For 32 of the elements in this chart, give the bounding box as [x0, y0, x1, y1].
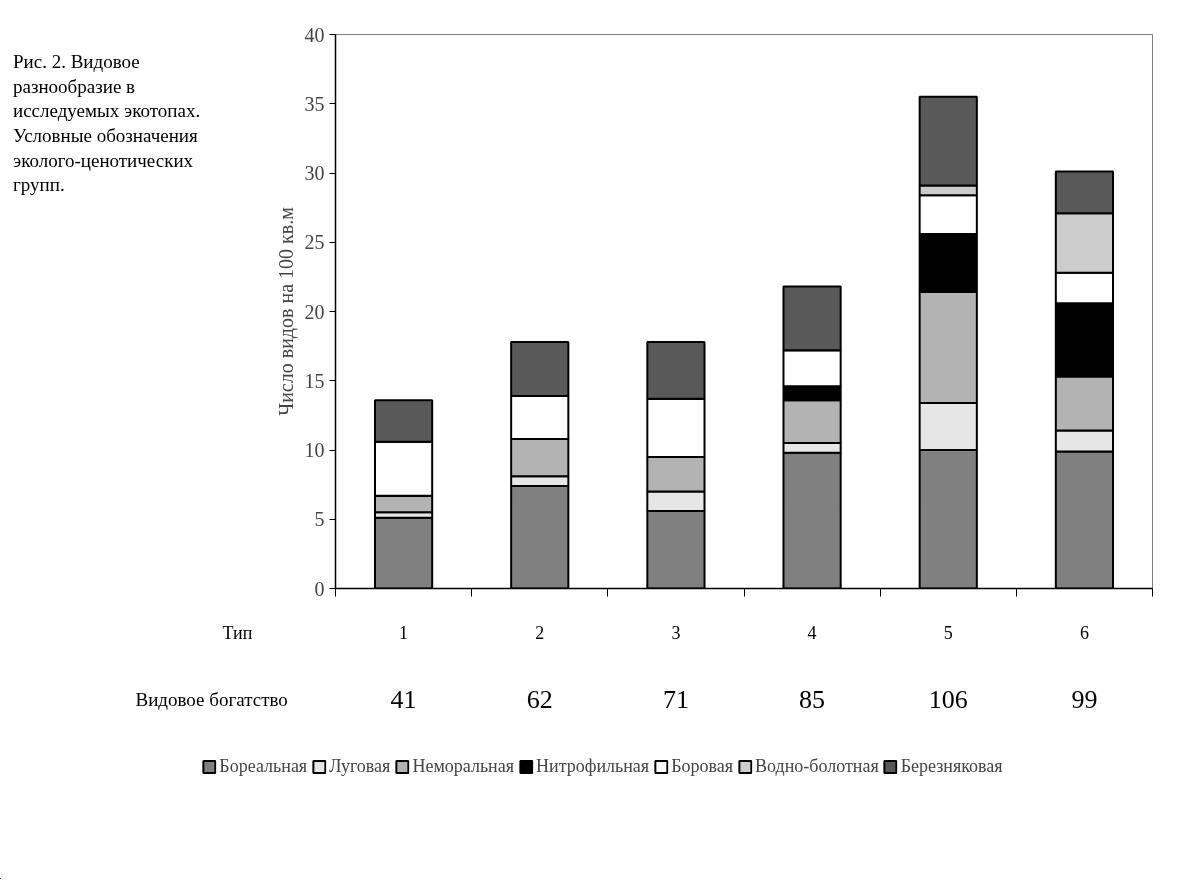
text: 71 — [662, 685, 689, 714]
y-tick-label: 35 — [304, 92, 325, 115]
y-tick-label: 0 — [314, 577, 325, 600]
y-axis-title: Число видов на 100 кв.м — [274, 206, 298, 416]
text: Видовое богатство — [135, 689, 288, 710]
text: Рис. 2. Видовое разнообразие в исследуемых экотопах. Условные обозначения эколого-ценотических групп. — [13, 50, 202, 198]
x-tick-label: 5 — [943, 623, 953, 643]
y-tick-label: 10 — [304, 439, 325, 461]
x-tick-label: 4 — [807, 623, 817, 643]
legend-label: Луговая — [329, 756, 391, 777]
text: 99 — [1071, 685, 1098, 714]
y-tick-label: 5 — [314, 508, 325, 531]
legend-label: Неморальная — [412, 756, 515, 777]
y-tick-label: 20 — [304, 300, 325, 323]
x-tick-label: 1 — [399, 623, 409, 643]
legend-label: Боровая — [671, 756, 733, 777]
y-tick-label: 15 — [304, 369, 325, 392]
x-axis-title: Тип — [222, 622, 253, 643]
text: 41 — [390, 685, 417, 714]
text: 85 — [799, 685, 826, 714]
x-tick-label: 6 — [1079, 623, 1089, 643]
y-tick-label: 30 — [304, 162, 325, 184]
legend-label: Бореальная — [219, 756, 308, 777]
legend-label: Нитрофильная — [536, 756, 650, 777]
x-tick-label: 2 — [535, 623, 545, 643]
text: 106 — [928, 685, 968, 714]
legend-label: Березняковая — [900, 756, 1003, 777]
y-tick-label: 40 — [304, 23, 325, 46]
legend-label: Водно-болотная — [755, 756, 879, 777]
text: 62 — [526, 685, 553, 714]
x-tick-label: 3 — [671, 623, 681, 643]
y-tick-label: 25 — [304, 231, 325, 254]
